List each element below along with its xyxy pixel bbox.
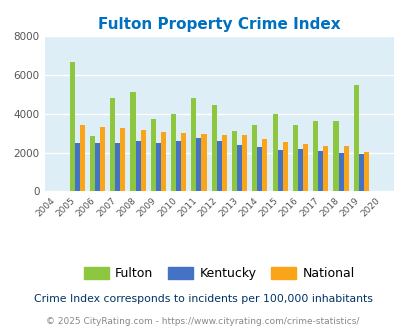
- Bar: [140, 130, 145, 191]
- Bar: [100, 127, 105, 191]
- Bar: [171, 114, 176, 191]
- Bar: [110, 98, 115, 191]
- Bar: [302, 144, 307, 191]
- Title: Fulton Property Crime Index: Fulton Property Crime Index: [98, 17, 340, 32]
- Bar: [160, 132, 166, 191]
- Bar: [130, 91, 135, 191]
- Bar: [343, 146, 348, 191]
- Bar: [75, 143, 79, 191]
- Bar: [338, 152, 343, 191]
- Text: Crime Index corresponds to incidents per 100,000 inhabitants: Crime Index corresponds to incidents per…: [34, 294, 371, 304]
- Bar: [322, 146, 328, 191]
- Text: © 2025 CityRating.com - https://www.cityrating.com/crime-statistics/: © 2025 CityRating.com - https://www.city…: [46, 317, 359, 326]
- Bar: [297, 149, 302, 191]
- Bar: [282, 142, 287, 191]
- Bar: [176, 141, 181, 191]
- Bar: [241, 135, 247, 191]
- Bar: [318, 151, 322, 191]
- Bar: [216, 141, 221, 191]
- Bar: [156, 143, 160, 191]
- Bar: [211, 105, 216, 191]
- Bar: [353, 85, 358, 191]
- Bar: [69, 62, 75, 191]
- Bar: [231, 131, 237, 191]
- Legend: Fulton, Kentucky, National: Fulton, Kentucky, National: [80, 263, 358, 283]
- Bar: [358, 153, 363, 191]
- Bar: [221, 135, 226, 191]
- Bar: [150, 119, 156, 191]
- Bar: [79, 125, 85, 191]
- Bar: [120, 128, 125, 191]
- Bar: [135, 141, 140, 191]
- Bar: [333, 121, 338, 191]
- Bar: [277, 150, 282, 191]
- Bar: [272, 114, 277, 191]
- Bar: [292, 124, 297, 191]
- Bar: [90, 136, 95, 191]
- Bar: [363, 152, 368, 191]
- Bar: [237, 145, 241, 191]
- Bar: [191, 98, 196, 191]
- Bar: [181, 133, 186, 191]
- Bar: [201, 134, 206, 191]
- Bar: [257, 147, 262, 191]
- Bar: [95, 143, 100, 191]
- Bar: [252, 124, 257, 191]
- Bar: [262, 139, 267, 191]
- Bar: [196, 138, 201, 191]
- Bar: [312, 121, 318, 191]
- Bar: [115, 143, 120, 191]
